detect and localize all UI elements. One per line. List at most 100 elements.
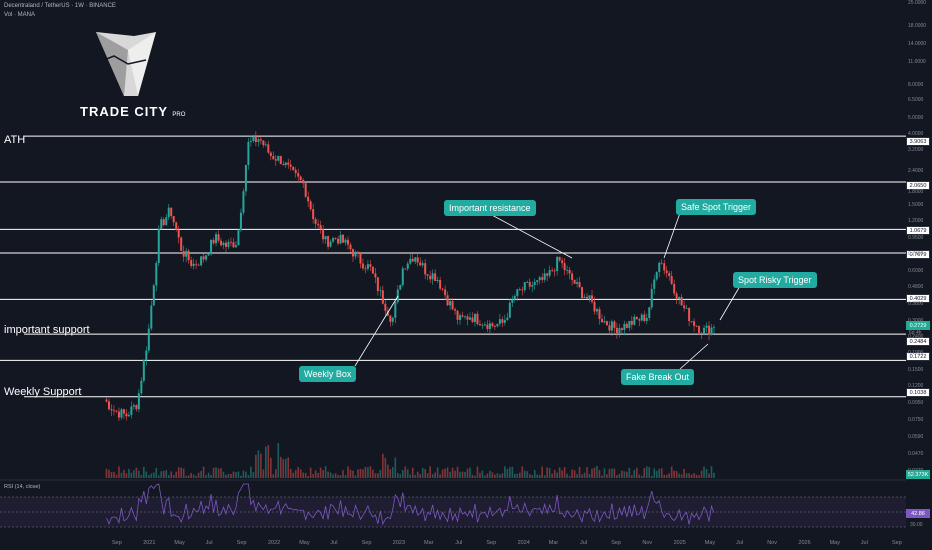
- x-tick-label: Sep: [611, 540, 621, 546]
- price-tag-1-0679: 1.0679: [906, 226, 930, 235]
- candle-body: [309, 201, 312, 210]
- price-tag-volume: 52.373K: [906, 470, 930, 479]
- volume-bar: [105, 468, 108, 478]
- candle-body: [319, 225, 322, 230]
- volume-bar: [215, 467, 217, 478]
- candle-body: [359, 253, 362, 264]
- volume-bar: [160, 471, 163, 478]
- candle-body: [160, 219, 163, 229]
- candle-body: [329, 241, 332, 247]
- volume-bar: [207, 472, 210, 478]
- candle-body: [304, 183, 307, 197]
- candle-body: [342, 234, 345, 243]
- candle-body: [503, 320, 506, 323]
- y-tick-label: 11.0000: [908, 58, 926, 65]
- volume-bar: [155, 467, 158, 478]
- volume-bar: [571, 469, 573, 478]
- candle-body: [396, 289, 399, 303]
- candle-body: [262, 140, 265, 146]
- candle-body: [630, 320, 633, 325]
- volume-bar: [673, 470, 675, 478]
- candle-body: [145, 350, 148, 361]
- volume-bar: [705, 468, 708, 478]
- x-tick-label: Sep: [486, 540, 497, 546]
- candle-body: [628, 320, 631, 328]
- volume-bar: [521, 466, 524, 478]
- candle-body: [212, 239, 215, 244]
- volume-bar: [670, 466, 673, 478]
- logo-name: TRADE CITY: [80, 104, 168, 119]
- candle-body: [140, 380, 143, 394]
- y-tick-label: 0.1900: [908, 350, 924, 357]
- volume-bar: [287, 457, 290, 478]
- volume-bar: [633, 470, 636, 478]
- candle-body: [215, 234, 218, 244]
- candle-body: [227, 241, 230, 247]
- volume-bar: [349, 469, 352, 478]
- candle-body: [411, 258, 414, 262]
- x-tick-label: Jul: [580, 540, 588, 546]
- candle-body: [366, 264, 369, 269]
- volume-bar: [608, 469, 611, 478]
- volume-bar: [307, 475, 309, 478]
- candle-body: [511, 299, 514, 303]
- volume-bar: [270, 457, 272, 478]
- volume-bar: [133, 470, 135, 478]
- candle-body: [401, 268, 404, 286]
- candle-body: [623, 323, 626, 331]
- volume-bar: [138, 470, 140, 478]
- volume-bar: [392, 467, 394, 478]
- candle-body: [566, 269, 569, 271]
- logo-wordmark: TRADE CITY PRO: [80, 104, 185, 119]
- y-tick-label: 0.3000: [908, 317, 924, 324]
- volume-bar: [240, 475, 242, 478]
- candle-body: [640, 314, 643, 321]
- candle-body: [556, 256, 559, 272]
- volume-bar: [621, 470, 623, 478]
- volume-bar: [367, 467, 369, 478]
- candle-body: [705, 325, 708, 328]
- volume-bar: [304, 472, 307, 478]
- candle-body: [553, 270, 556, 272]
- candle-body: [277, 155, 280, 161]
- candle-body: [466, 316, 469, 320]
- volume-bar: [324, 466, 327, 478]
- candle-body: [546, 273, 549, 276]
- volume-bar: [175, 471, 178, 478]
- volume-bar: [314, 470, 317, 478]
- candle-body: [399, 285, 402, 290]
- y-tick-label: 0.2400: [908, 333, 924, 340]
- x-tick-label: May: [299, 540, 310, 546]
- candle-body: [434, 273, 437, 282]
- volume-bar: [377, 473, 379, 478]
- candle-body: [603, 321, 606, 323]
- candle-body: [600, 318, 603, 323]
- candle-body: [125, 413, 128, 417]
- candle-body: [593, 301, 596, 312]
- candle-body: [563, 263, 566, 271]
- volume-bar: [436, 467, 439, 478]
- volume-bar: [372, 469, 374, 478]
- volume-bar: [655, 470, 658, 478]
- candle-body: [356, 251, 359, 254]
- candle-body: [217, 234, 220, 241]
- volume-bar: [190, 473, 192, 478]
- candle-body: [638, 319, 641, 321]
- candle-body: [369, 264, 372, 267]
- candle-body: [237, 230, 240, 246]
- y-tick-label: 25.0000: [908, 0, 927, 6]
- volume-bar: [267, 445, 270, 478]
- candle-body: [334, 238, 337, 239]
- volume-bar: [277, 443, 280, 478]
- candle-body: [389, 315, 392, 322]
- candle-body: [446, 295, 449, 306]
- volume-bar: [409, 474, 412, 478]
- volume-bar: [282, 459, 285, 478]
- candle-body: [653, 279, 656, 289]
- volume-bar: [150, 473, 153, 478]
- volume-bar: [284, 458, 287, 478]
- candle-body: [162, 219, 165, 225]
- volume-bar: [459, 471, 461, 478]
- volume-bar: [262, 469, 265, 478]
